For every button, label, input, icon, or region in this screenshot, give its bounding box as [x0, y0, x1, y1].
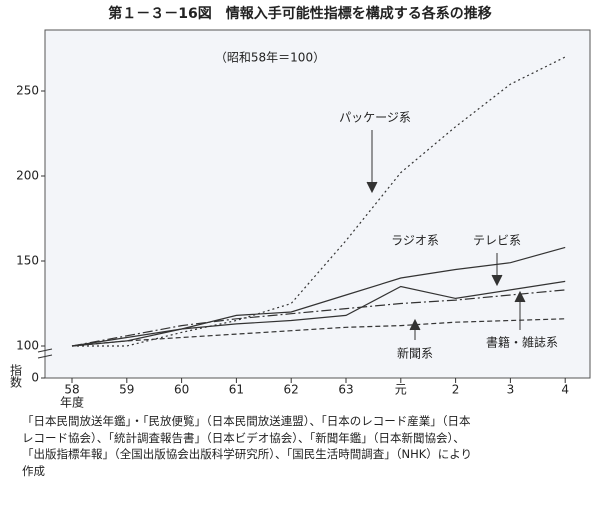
series-label: 書籍・雑誌系 [486, 335, 558, 350]
axis-break [37, 348, 53, 359]
x-tick-label: 2 [452, 383, 460, 397]
series-line [71, 280, 566, 347]
x-tick-label: 58 [64, 383, 79, 397]
series-line [71, 318, 566, 347]
plot-frame [44, 29, 591, 379]
source-note: 「日本民間放送年鑑」・「民放便覧」（日本民間放送連盟）、「日本のレコード産業」（… [22, 413, 597, 479]
y-tick-label: 0 [31, 371, 39, 385]
chart-subtitle: （昭和58年＝100） [215, 51, 325, 65]
y-tick-label: 250 [16, 84, 39, 98]
series-line [71, 246, 566, 347]
source-line: 作成 [22, 463, 45, 478]
source-line: 「出版指標年報」（全国出版協会出版科学研究所）、「国民生活時間調査」（NHK）に… [22, 447, 473, 461]
x-tick-label: 4 [561, 383, 569, 397]
x-tick-label: 63 [338, 383, 353, 397]
series-label: テレビ系 [473, 234, 521, 248]
series-line [71, 289, 566, 347]
x-tick-label: 59 [119, 383, 134, 397]
series-label: ラジオ系 [391, 234, 439, 248]
y-axis-label: 指数 [9, 363, 23, 389]
x-tick-label: 3 [507, 383, 515, 397]
chart: 第１－３－16図 情報入手可能性指標を構成する各系の推移 （昭和58年＝100）… [9, 5, 591, 410]
x-tick-label: 61 [229, 383, 244, 397]
y-tick-label: 200 [16, 169, 39, 183]
x-tick-label: 60 [174, 383, 189, 397]
chart-title: 第１－３－16図 情報入手可能性指標を構成する各系の推移 [108, 5, 491, 22]
x-tick-label: 62 [284, 383, 299, 397]
source-line: 「日本民間放送年鑑」・「民放便覧」（日本民間放送連盟）、「日本のレコード産業」（… [22, 414, 471, 428]
annotation-arrows [366, 130, 526, 340]
y-tick-label: 100 [16, 339, 39, 353]
source-line: レコード協会）、「統計調査報告書」（日本ビデオ協会）、「新聞年鑑」（日本新聞協会… [22, 430, 465, 445]
series-line [72, 56, 566, 347]
x-axis-label: 年度 [60, 395, 84, 410]
series-label: パッケージ系 [339, 111, 411, 125]
y-tick-label: 150 [16, 254, 39, 268]
x-tick-label: 元 [395, 383, 407, 397]
series-label: 新聞系 [397, 346, 433, 361]
